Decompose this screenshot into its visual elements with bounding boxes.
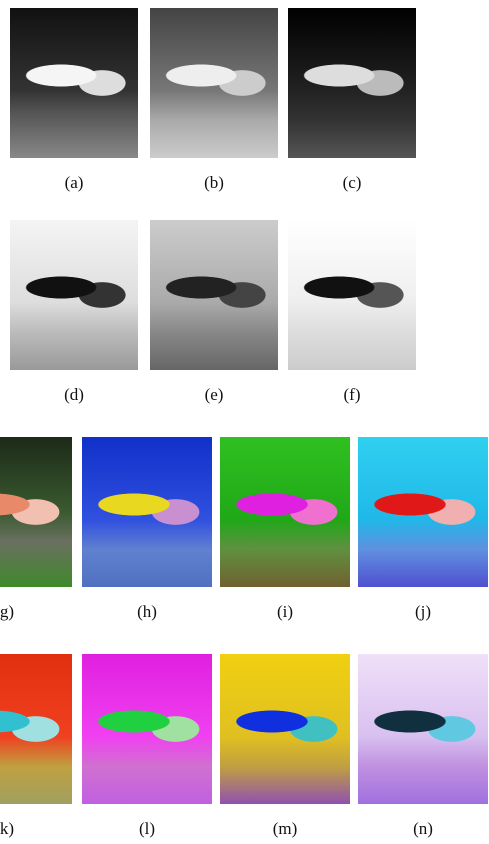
image-panel — [288, 220, 416, 370]
caption: (f) — [344, 385, 361, 405]
image-panel — [220, 654, 350, 804]
image-panel — [0, 437, 72, 587]
caption: (a) — [65, 173, 84, 193]
caption: (e) — [205, 385, 224, 405]
image-panel — [358, 654, 488, 804]
caption: (j) — [415, 602, 431, 622]
image-panel — [82, 654, 212, 804]
figure: (a) (b) (c) (d) (e) (f) g) (h) (i) (j) k) (l) (m) (n) — [0, 0, 489, 844]
caption: (l) — [139, 819, 155, 839]
caption: (h) — [137, 602, 157, 622]
caption: k) — [0, 819, 14, 839]
caption: (m) — [273, 819, 298, 839]
image-panel — [358, 437, 488, 587]
caption: (d) — [64, 385, 84, 405]
caption: (c) — [343, 173, 362, 193]
caption: (b) — [204, 173, 224, 193]
image-panel — [10, 220, 138, 370]
image-panel — [0, 654, 72, 804]
image-panel — [288, 8, 416, 158]
image-panel — [10, 8, 138, 158]
image-panel — [220, 437, 350, 587]
caption: (n) — [413, 819, 433, 839]
image-panel — [82, 437, 212, 587]
caption: g) — [0, 602, 14, 622]
caption: (i) — [277, 602, 293, 622]
image-panel — [150, 8, 278, 158]
image-panel — [150, 220, 278, 370]
